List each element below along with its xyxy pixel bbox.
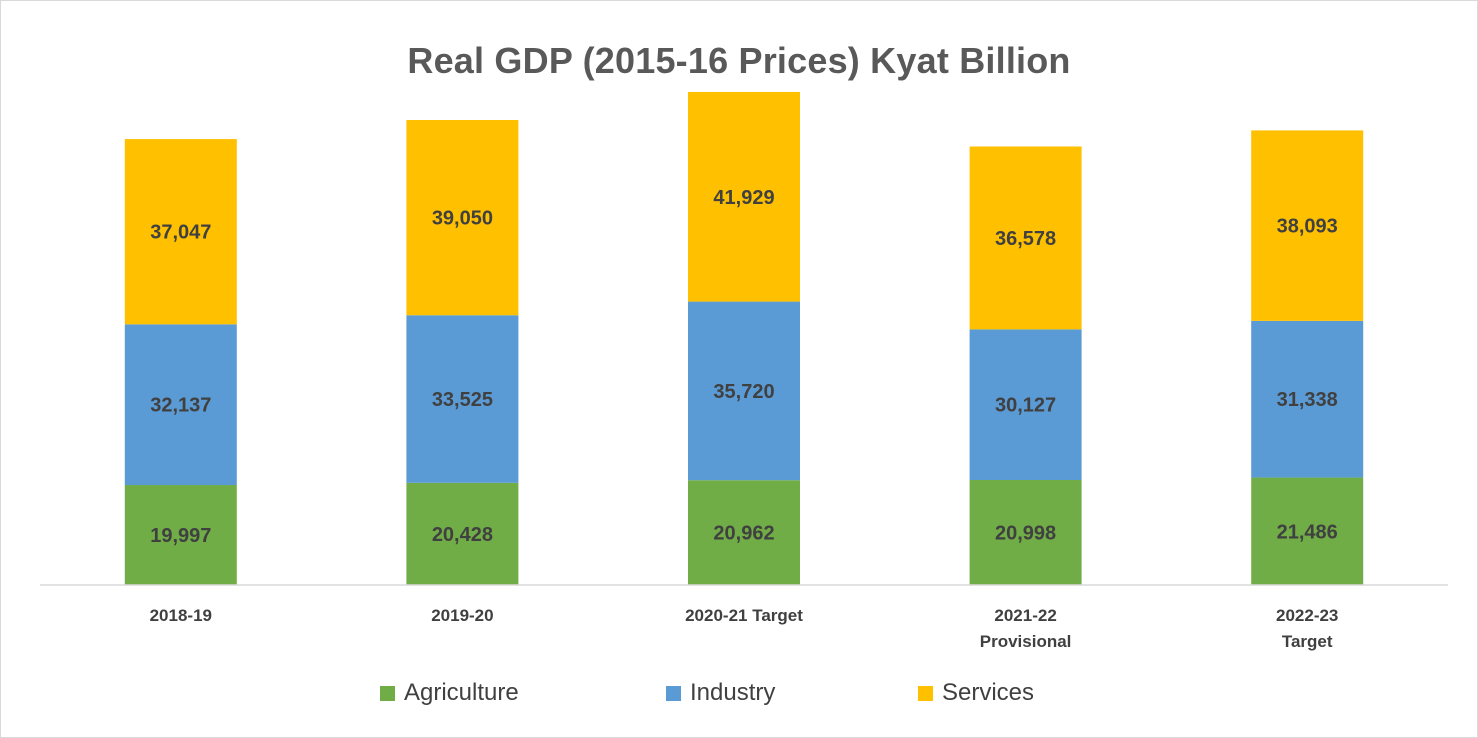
chart-title: Real GDP (2015-16 Prices) Kyat Billion — [407, 40, 1071, 81]
legend-swatch-services — [918, 685, 933, 701]
category-label-1: 2018-19 — [150, 606, 212, 625]
bar-agriculture-3 — [688, 480, 800, 585]
legend-swatch-industry — [666, 685, 681, 701]
legend-item-services: Services — [918, 676, 1034, 710]
data-label-agriculture-4: 20,998 — [995, 523, 1056, 545]
data-label-services-3: 41,929 — [713, 187, 774, 209]
data-label-industry-2: 33,525 — [432, 389, 493, 411]
bar-services-3 — [688, 91, 800, 302]
legend-item-industry: Industry — [666, 676, 775, 710]
bar-industry-4 — [969, 329, 1082, 481]
bar-industry-2 — [406, 315, 519, 483]
category-label-2: 2019-20 — [431, 606, 493, 625]
data-label-agriculture-2: 20,428 — [432, 524, 493, 546]
legend-label-agriculture: Agriculture — [404, 679, 519, 706]
data-label-services-4: 36,578 — [995, 228, 1056, 250]
data-label-industry-5: 31,338 — [1277, 389, 1338, 411]
category-label-3: 2020-21 Target — [685, 606, 803, 625]
category-label-4: 2021-22 — [994, 606, 1056, 625]
bar-industry-1 — [124, 324, 237, 486]
legend-label-services: Services — [942, 679, 1035, 706]
bar-agriculture-1 — [124, 485, 237, 585]
legend: Agriculture Industry Services — [0, 676, 1478, 710]
category-label-5: 2022-23 — [1276, 606, 1338, 625]
bar-services-5 — [1251, 130, 1364, 321]
data-label-agriculture-5: 21,486 — [1277, 521, 1338, 543]
bar-services-4 — [969, 146, 1082, 330]
category-label-5-line-2: Target — [1282, 632, 1333, 651]
bar-services-2 — [406, 119, 519, 316]
data-label-agriculture-3: 20,962 — [713, 523, 774, 545]
legend-label-industry: Industry — [690, 679, 776, 706]
data-label-industry-1: 32,137 — [150, 395, 211, 417]
data-label-agriculture-1: 19,997 — [150, 525, 211, 547]
data-label-services-2: 39,050 — [432, 208, 493, 230]
bar-agriculture-2 — [406, 482, 519, 585]
bar-agriculture-4 — [969, 480, 1082, 585]
bar-agriculture-5 — [1251, 477, 1364, 585]
data-label-industry-3: 35,720 — [713, 381, 774, 403]
bar-industry-3 — [688, 301, 800, 481]
legend-item-agriculture: Agriculture — [380, 676, 519, 710]
category-label-4-line-2: Provisional — [980, 632, 1072, 651]
data-label-industry-4: 30,127 — [995, 395, 1056, 417]
data-label-services-5: 38,093 — [1277, 216, 1338, 238]
bar-services-1 — [124, 139, 237, 325]
bar-industry-5 — [1251, 320, 1364, 478]
data-label-services-1: 37,047 — [150, 222, 211, 244]
legend-swatch-agriculture — [380, 685, 395, 701]
